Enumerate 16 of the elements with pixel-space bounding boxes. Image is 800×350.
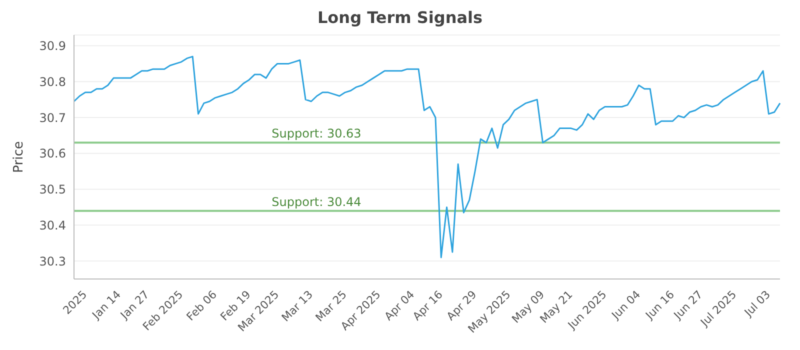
- ref-line-label: Support: 30.44: [272, 194, 362, 209]
- y-tick-label: 30.3: [39, 254, 66, 268]
- ref-line-label: Support: 30.63: [272, 126, 362, 141]
- y-axis-title: Price: [12, 141, 27, 173]
- x-tick-label: Mar 13: [279, 288, 316, 324]
- y-tick-label: 30.8: [39, 74, 66, 89]
- x-tick-label: Feb 06: [184, 288, 220, 324]
- y-tick-label: 30.7: [39, 110, 66, 125]
- y-tick-label: 30.6: [39, 146, 66, 161]
- y-tick-label: 30.9: [39, 39, 66, 54]
- x-tick-label: Jun 04: [608, 288, 644, 322]
- y-tick-label: 30.4: [39, 218, 66, 232]
- chart-title: Long Term Signals: [316, 8, 484, 27]
- line-series: [73, 56, 781, 258]
- x-tick-label: Jul 03: [741, 288, 773, 320]
- y-tick-label: 30.5: [39, 182, 66, 197]
